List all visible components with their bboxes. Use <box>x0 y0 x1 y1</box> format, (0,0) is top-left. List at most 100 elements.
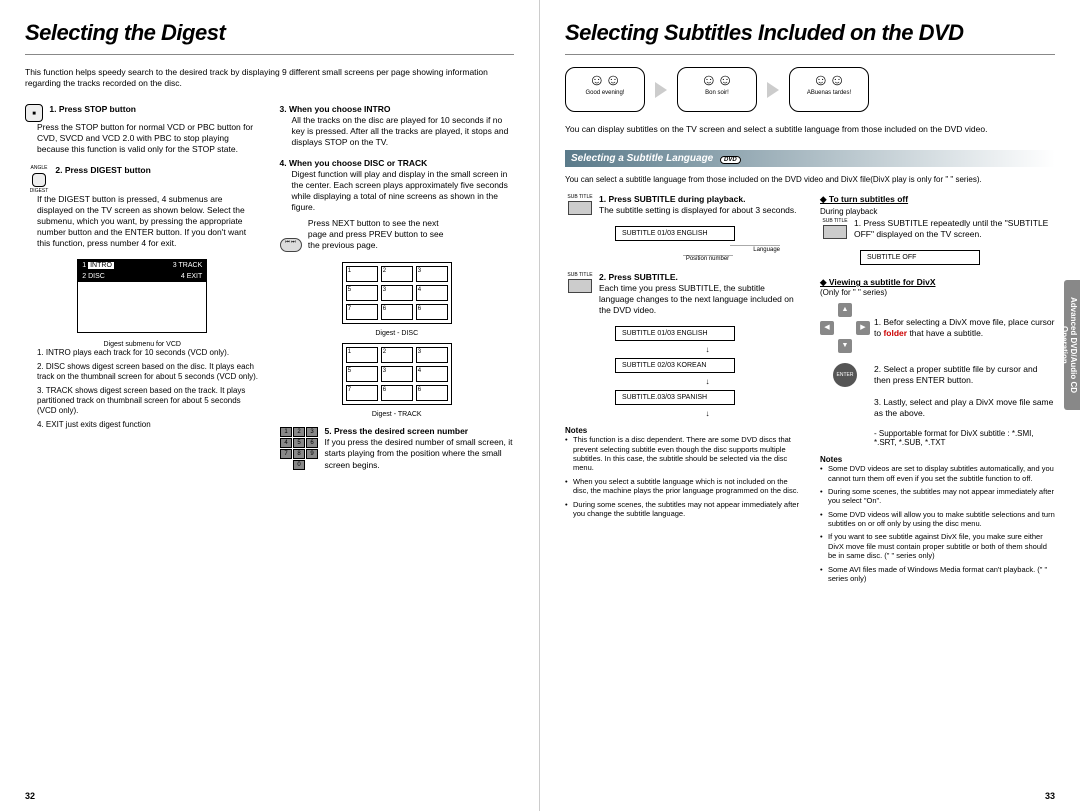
r-step2-body: Each time you press SUBTITLE, the subtit… <box>599 283 800 316</box>
osd-subtitle-off: SUBTITLE OFF <box>860 250 980 265</box>
intro-text-right: You can display subtitles on the TV scre… <box>565 124 1055 135</box>
page-32: Selecting the Digest This function helps… <box>0 0 540 811</box>
down-arrow-icon: ↓ <box>615 409 800 418</box>
step2-body: If the DIGEST button is pressed, 4 subme… <box>25 194 260 249</box>
divx-step1c: that have a subtitle. <box>907 328 983 338</box>
angle-label: ANGLE <box>31 165 48 171</box>
divx-support-formats: - Supportable format for DivX subtitle :… <box>874 429 1055 447</box>
dpad-icon: ▲▼◀▶ <box>820 303 870 353</box>
submenu-description-list: 1. INTRO plays each track for 10 seconds… <box>37 348 260 430</box>
page-heading-right: Selecting Subtitles Included on the DVD <box>565 20 1055 46</box>
menu-2-num: 2 <box>82 273 86 280</box>
grid-cell: 6 <box>416 385 448 401</box>
grid-cell: 2 <box>381 347 413 363</box>
osd-subtitle-2c: SUBTITLE.03/03 SPANISH <box>615 390 735 405</box>
grid-cell: 3 <box>381 366 413 382</box>
submenu-caption: Digest submenu for VCD <box>25 341 260 348</box>
section-subtitle: You can select a subtitle language from … <box>565 175 1055 184</box>
down-arrow-icon: ↓ <box>615 345 800 354</box>
digest-label: DIGEST <box>30 188 49 194</box>
notes-right-list: Some DVD videos are set to display subti… <box>820 464 1055 583</box>
step1-body: Press the STOP button for normal VCD or … <box>25 122 260 155</box>
note-l3: During some scenes, the subtitles may no… <box>565 500 800 519</box>
divx-step3: 3. Lastly, select and play a DivX move f… <box>874 397 1055 419</box>
menu-2-txt: DISC <box>88 273 105 280</box>
bubble-french: ☺☺Bon soir! <box>677 67 757 112</box>
grid-cell: 5 <box>346 366 378 382</box>
digest-submenu: 1 INTRO 3 TRACK 2 DISC 4 EXIT <box>77 259 207 333</box>
during-playback: During playback <box>820 207 1055 216</box>
step5-body: If you press the desired number of small… <box>325 437 515 470</box>
right-column: 3. When you choose INTRO All the tracks … <box>280 104 515 480</box>
down-arrow-icon: ↓ <box>615 377 800 386</box>
digest-button-icon <box>32 173 46 187</box>
subtitle-col-right: ◆ To turn subtitles off During playback … <box>820 194 1055 587</box>
subtitle-illustration: ☺☺Good evening! ☺☺Bon soir! ☺☺ABuenas ta… <box>565 67 1055 112</box>
subtitle-col-left: SUB TITLE 1. Press SUBTITLE during playb… <box>565 194 800 587</box>
dvd-badge: DVD <box>720 156 741 164</box>
note-l1: This function is a disc dependent. There… <box>565 435 800 473</box>
step4-body: Digest function will play and display in… <box>280 169 515 213</box>
digest-track-caption: Digest - TRACK <box>280 411 515 418</box>
grid-cell: 7 <box>346 304 378 320</box>
note-r3: Some DVD videos will allow you to make s… <box>820 510 1055 529</box>
osd-pos-label: Position number <box>686 256 729 262</box>
notes-left-title: Notes <box>565 426 800 435</box>
sublist-1: 1. INTRO plays each track for 10 seconds… <box>37 348 260 358</box>
digest-disc-caption: Digest - DISC <box>280 330 515 337</box>
sublist-3: 3. TRACK shows digest screen based on th… <box>37 386 260 417</box>
grid-cell: 2 <box>381 266 413 282</box>
bubble-text-1: Good evening! <box>585 90 624 96</box>
digest-disc-screen: 123 534 766 <box>342 262 452 324</box>
r-step1-body: The subtitle setting is displayed for ab… <box>599 205 800 216</box>
prev-next-icon: ⏮ ⏭ <box>280 238 302 252</box>
grid-cell: 3 <box>416 266 448 282</box>
menu-3-num: 3 <box>173 262 177 269</box>
heading-rule <box>565 54 1055 55</box>
osd-subtitle-2a: SUBTITLE 01/03 ENGLISH <box>615 326 735 341</box>
step1-title: 1. Press STOP button <box>49 104 136 114</box>
arrow-icon <box>767 82 779 98</box>
page-number-33: 33 <box>1045 791 1055 801</box>
notes-right-title: Notes <box>820 455 1055 464</box>
note-r4: If you want to see subtitle against DivX… <box>820 532 1055 560</box>
menu-4-txt: EXIT <box>187 273 203 280</box>
grid-cell: 1 <box>346 266 378 282</box>
digest-track-screen: 123 534 766 <box>342 343 452 405</box>
grid-cell: 4 <box>416 285 448 301</box>
r-step2-title: 2. Press SUBTITLE. <box>599 272 678 282</box>
subtitle-btn-label: SUB TITLE <box>567 194 592 200</box>
grid-cell: 5 <box>346 285 378 301</box>
grid-cell: 3 <box>416 347 448 363</box>
menu-1-txt: INTRO <box>88 262 114 269</box>
grid-cell: 7 <box>346 385 378 401</box>
menu-4-num: 4 <box>181 273 185 280</box>
sublist-4: 4. EXIT just exits digest function <box>37 420 260 430</box>
divx-heading: ◆ Viewing a subtitle for DivX <box>820 277 1055 288</box>
step2-title: 2. Press DIGEST button <box>55 165 150 175</box>
step4-title: 4. When you choose DISC or TRACK <box>280 158 428 168</box>
heading-rule <box>25 54 514 55</box>
note-l2: When you select a subtitle language whic… <box>565 477 800 496</box>
subtitle-btn-label: SUB TITLE <box>567 272 592 278</box>
osd-subtitle-1: SUBTITLE 01/03 ENGLISH <box>615 226 735 241</box>
page-number-32: 32 <box>25 791 35 801</box>
note-r5: Some AVI files made of Windows Media for… <box>820 565 1055 584</box>
turn-off-heading: ◆ To turn subtitles off <box>820 194 1055 205</box>
bubble-text-2: Bon soir! <box>705 90 729 96</box>
divx-folder-word: folder <box>883 328 907 338</box>
grid-cell: 6 <box>381 385 413 401</box>
subtitle-button-icon <box>568 201 592 215</box>
menu-1-num: 1 <box>82 262 86 269</box>
subtitle-btn-label: SUB TITLE <box>822 218 847 224</box>
intro-text-left: This function helps speedy search to the… <box>25 67 514 89</box>
grid-cell: 3 <box>381 285 413 301</box>
notes-left-list: This function is a disc dependent. There… <box>565 435 800 518</box>
divx-subheading: (Only for " " series) <box>820 288 1055 297</box>
bubble-spanish: ☺☺ABuenas tardes! <box>789 67 869 112</box>
osd-subtitle-2b: SUBTITLE 02/03 KOREAN <box>615 358 735 373</box>
page-heading-left: Selecting the Digest <box>25 20 514 46</box>
bubble-text-3: ABuenas tardes! <box>807 90 851 96</box>
grid-cell: 1 <box>346 347 378 363</box>
bubble-english: ☺☺Good evening! <box>565 67 645 112</box>
